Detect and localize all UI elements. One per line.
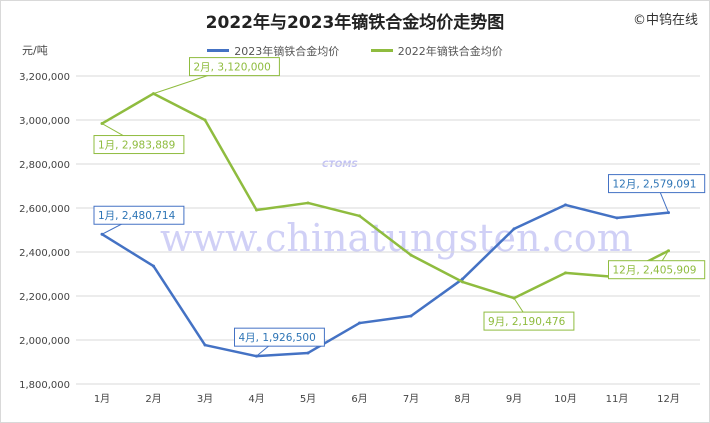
data-point [306,351,310,355]
data-point [255,208,258,212]
watermark-logo: CTOMS [322,160,358,170]
data-label-box [608,260,706,280]
data-label-box [483,311,575,331]
data-label-box [189,57,280,77]
y-tick-label: 2,600,000 [19,204,70,215]
data-point [306,201,310,205]
series-line-0 [101,203,669,358]
x-tick-label: 11月 [606,393,629,405]
data-point [152,264,155,268]
watermark: www.chinatungsten.com [160,216,633,260]
data-label-box [93,205,185,225]
data-label: 1月, 2,480,714 [98,210,176,222]
x-tick-label: 4月 [248,393,264,405]
data-point [409,253,413,257]
data-point [461,280,464,284]
data-label: 2月, 3,120,000 [194,62,271,74]
data-label: 1月, 2,983,889 [98,140,175,152]
y-tick-label: 2,200,000 [19,292,70,303]
series-line-1 [101,92,670,300]
data-point [358,321,361,325]
data-point [564,203,567,207]
data-label: 4月, 1,926,500 [239,332,316,344]
data-label: 12月, 2,405,909 [613,265,697,277]
x-tick-label: 6月 [351,393,367,405]
data-point [358,214,361,218]
x-tick-label: 9月 [506,393,522,405]
legend-label: 2023年镝铁合金均价 [234,44,340,58]
data-point [203,118,207,122]
data-point [615,216,619,220]
data-label-box [608,174,706,194]
x-tick-label: 12月 [657,393,680,405]
y-tick-label: 2,400,000 [19,248,70,259]
data-label-box [93,135,185,155]
x-tick-label: 5月 [300,393,316,405]
y-axis-unit: 元/吨 [22,44,48,57]
legend-item-2023: 2023年镝铁合金均价 [207,43,339,59]
data-point [512,227,516,231]
x-tick-label: 1月 [94,393,110,405]
chart-title: 2022年与2023年镝铁合金均价走势图 [205,13,505,33]
x-tick-label: 10月 [554,393,577,405]
x-tick-label: 8月 [454,393,470,405]
legend-label: 2022年镝铁合金均价 [397,44,503,58]
legend: 2023年镝铁合金均价 2022年镝铁合金均价 [0,42,710,59]
y-tick-label: 3,000,000 [19,116,70,127]
data-point [564,271,567,275]
y-tick-label: 1,800,000 [19,380,70,391]
data-point [409,314,413,318]
x-tick-label: 2月 [145,393,161,405]
x-tick-label: 7月 [403,393,419,405]
data-point [203,343,207,347]
data-label-box [234,327,325,347]
legend-swatch [207,49,230,52]
legend-swatch [370,49,393,52]
data-label: 12月, 2,579,091 [613,179,697,191]
y-tick-label: 2,800,000 [19,160,70,171]
brand-label: ©中钨在线 [632,13,698,28]
data-label: 9月, 2,190,476 [488,316,566,328]
data-point [461,277,464,281]
y-tick-label: 2,000,000 [19,336,70,347]
y-tick-label: 3,200,000 [19,72,70,83]
x-tick-label: 3月 [197,393,213,405]
legend-item-2022: 2022年镝铁合金均价 [370,43,503,59]
